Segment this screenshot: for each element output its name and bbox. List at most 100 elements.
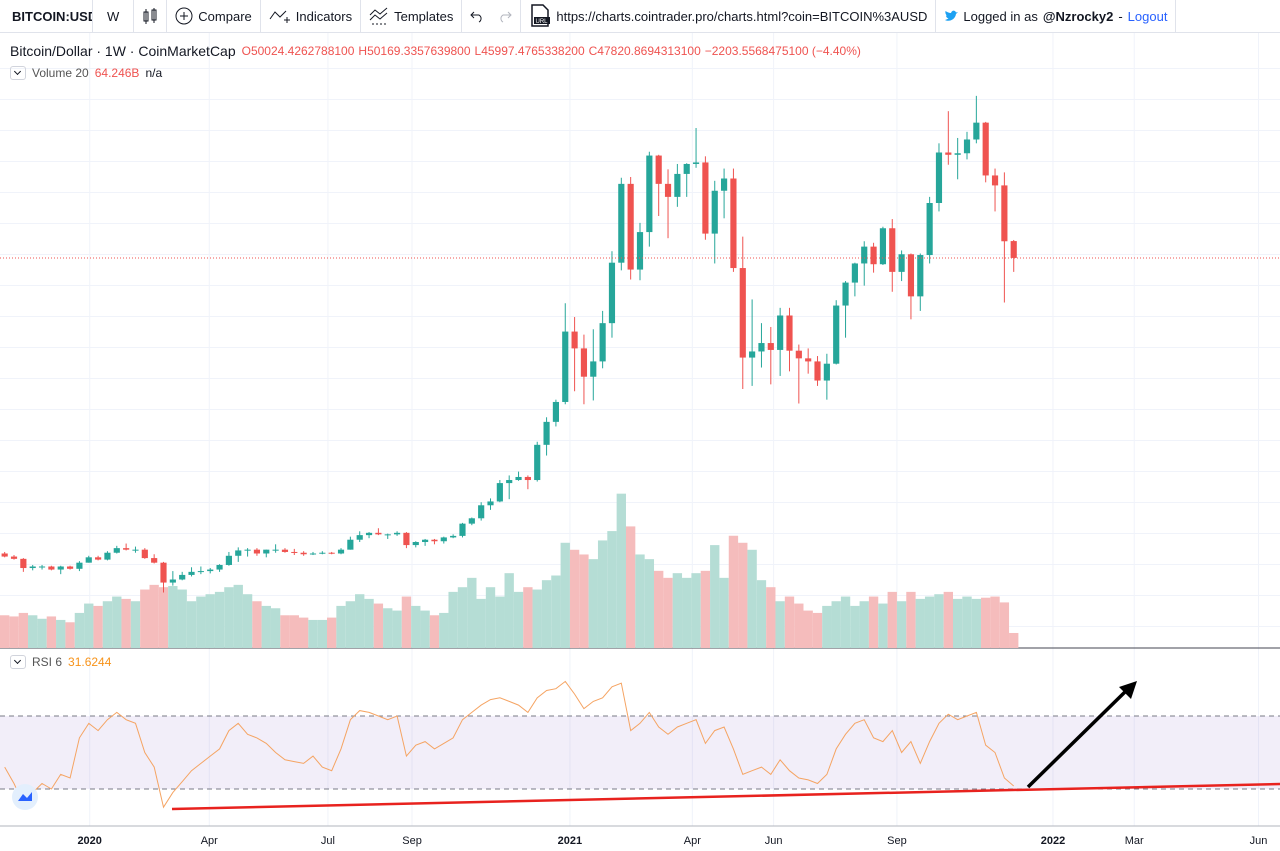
volume-bar [177,589,187,648]
candle-body [730,178,737,269]
volume-bar [597,540,608,648]
templates-icon [369,7,388,25]
volume-bar [971,598,982,648]
logged-in-label: Logged in as [963,8,1038,24]
volume-bar [130,601,141,648]
candle-body [337,549,345,554]
x-tick-label: Apr [201,835,218,847]
undo-button[interactable] [470,9,484,23]
volume-bar [158,587,169,648]
collapse-button[interactable] [10,66,26,80]
volume-bar [868,596,879,648]
candle-body [403,532,410,546]
volume-bar [1009,632,1019,648]
candle-body [506,480,513,484]
volume-bar [298,617,309,648]
volume-bar [46,616,57,648]
volume-bar [654,570,664,648]
candle-body [552,401,559,422]
volume-bar [728,535,739,648]
ohlc-value: H50169.3357639800 [358,44,471,58]
volume-bar [896,601,907,648]
volume-bar [18,612,29,648]
volume-bar [747,549,757,648]
candle-body [496,483,503,502]
candle-body [674,173,681,197]
volume-bar [990,596,1000,648]
volume-bar [569,549,580,648]
ohlc-legend: O50024.4262788100 H50169.3357639800 L45997… [242,44,861,58]
candle-body [151,558,158,563]
candle-body [683,163,690,174]
candle-body [375,532,382,535]
candle-body [823,363,830,381]
account: Logged in as @Nzrocky2 - Logout [936,0,1177,33]
volume-bar [467,577,477,648]
collapse-button[interactable] [10,655,26,669]
plus-icon [175,7,193,25]
candle-body [814,361,821,381]
candle-body [141,549,148,559]
candle-body [300,552,307,555]
ohlc-value: C47820.8694313100 [588,44,701,58]
candle-body [160,562,167,583]
volume-bar [532,589,542,648]
indicators-button[interactable]: Indicators [261,0,362,33]
candle-body [721,178,728,191]
candle-body [646,155,653,233]
candle-body [655,155,662,184]
candle-body [739,268,746,358]
templates-button[interactable]: Templates [361,0,463,33]
candle-body [431,539,438,542]
interval-button[interactable]: W [93,0,135,33]
volume-bar [644,559,655,648]
volume-bar [112,596,122,648]
candle-body [580,348,588,377]
volume-bar [420,610,430,648]
candle-body [692,162,700,164]
candle-body [543,421,550,445]
candle-body [319,552,326,554]
logout-link[interactable]: Logout [1127,8,1168,24]
x-tick-label: 2022 [1041,835,1065,847]
candle-body [1010,241,1017,258]
volume-bar [887,591,897,648]
candle-body [664,183,672,197]
candle-body [562,331,569,402]
volume-bar [710,545,720,648]
volume-bar [401,596,412,648]
chart-area: 2020 Apr Jul Sep 2021 Apr Jun Sep 2022 Mar Jun Bit… [0,33,1280,851]
rsi-name: RSI 6 [32,655,63,669]
candle-body [478,505,485,519]
symbol-button[interactable]: BITCOIN:USD [0,0,93,33]
candle-body [179,574,186,580]
volume-bar [270,608,281,648]
url: https://charts.cointrader.pro/charts.htm… [556,8,928,24]
candle-body [450,535,457,538]
volume-bar [934,594,944,648]
redo-button[interactable] [498,9,513,23]
candle-body [281,549,289,552]
candle-body [861,246,868,264]
volume-bar [616,493,626,648]
candle-body [216,564,223,570]
volume-value: 64.246B [94,66,140,80]
compare-button[interactable]: Compare [167,0,261,33]
volume-bar [439,612,449,648]
candle-body [870,246,877,265]
candle-body [786,315,793,351]
candle-body [384,534,391,536]
candle-body [524,476,531,481]
candle-body [207,569,214,572]
twitter-icon [945,10,959,21]
volume-bar [56,619,66,648]
chart-type-button[interactable] [134,0,168,33]
volume-bar [84,603,94,648]
candle-body [422,539,429,543]
x-tick-label: Jun [1250,835,1268,847]
undo-redo [462,0,522,33]
candle-body [954,153,961,155]
candle-body [608,262,616,324]
volume-bar [196,596,206,648]
chart-title: Bitcoin/Dollar · 1W · CoinMarketCap [10,43,236,59]
